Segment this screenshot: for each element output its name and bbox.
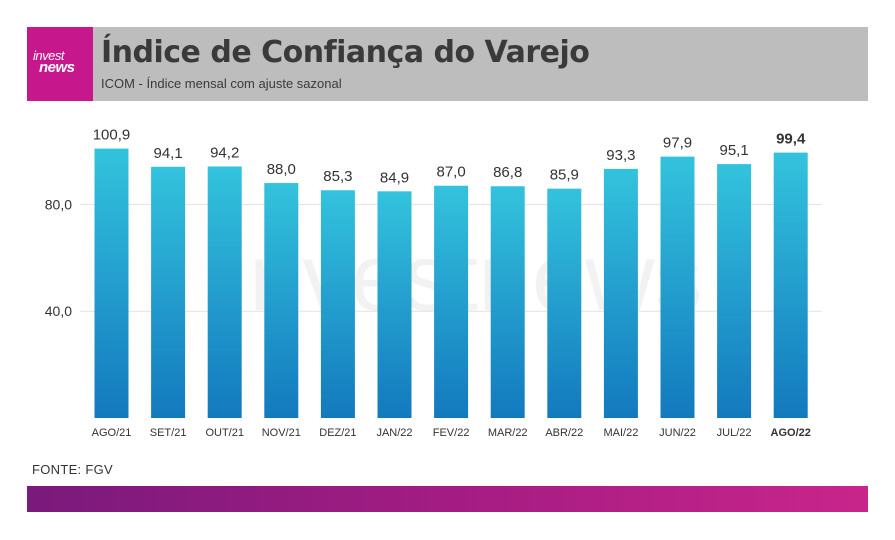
x-tick-label: JUL/22 — [717, 427, 752, 439]
bar — [94, 148, 129, 419]
page-title: Índice de Confiança do Varejo — [101, 35, 590, 70]
bar — [377, 191, 412, 418]
bar — [151, 166, 186, 418]
bar-value-label: 88,0 — [267, 161, 296, 178]
bar — [547, 188, 582, 418]
bar-value-label: 100,9 — [93, 127, 131, 144]
x-tick-label: JAN/22 — [376, 427, 412, 439]
page-subtitle: ICOM - Índice mensal com ajuste sazonal — [101, 76, 342, 91]
bar-value-label: 94,1 — [153, 145, 182, 162]
x-tick-label: ABR/22 — [545, 427, 583, 439]
bar — [660, 156, 695, 418]
bar-value-label: 85,9 — [550, 167, 579, 184]
y-tick-label: 80,0 — [45, 196, 72, 212]
x-tick-label: MAI/22 — [603, 427, 638, 439]
bar — [264, 183, 299, 418]
x-tick-label: AGO/21 — [92, 427, 132, 439]
bars — [94, 148, 808, 419]
bar — [603, 168, 638, 418]
x-tick-label: AGO/22 — [771, 427, 811, 439]
bar — [207, 166, 242, 418]
logo-text-news: news — [39, 59, 75, 76]
footer-gradient-bar — [27, 486, 868, 512]
x-tick-label: NOV/21 — [262, 427, 301, 439]
x-tick-label: FEV/22 — [433, 427, 470, 439]
x-tick-label: DEZ/21 — [319, 427, 356, 439]
value-labels: 100,9 94,1 94,2 88,0 85,3 84,9 87,0 86,8 85,9 93,… — [93, 127, 806, 187]
bar — [434, 185, 469, 418]
bar — [490, 186, 525, 418]
x-tick-label: SET/21 — [150, 427, 187, 439]
logo-text-invest: invest — [33, 48, 64, 63]
bar-value-label: 87,0 — [436, 164, 465, 181]
x-tick-label: JUN/22 — [659, 427, 696, 439]
y-axis-ticks: 40,0 80,0 — [45, 196, 72, 319]
x-tick-label: OUT/21 — [205, 427, 244, 439]
bar-value-label: 85,3 — [323, 168, 352, 185]
source-note: FONTE: FGV — [32, 462, 113, 477]
x-tick-label: MAR/22 — [488, 427, 528, 439]
y-tick-label: 40,0 — [45, 303, 72, 319]
bar-value-label: 94,2 — [210, 144, 239, 161]
bar-value-label: 84,9 — [380, 169, 409, 186]
bar-value-label: 95,1 — [719, 142, 748, 159]
header-banner: invest news Índice de Confiança do Varej… — [27, 27, 868, 101]
bar — [717, 164, 752, 418]
bar-value-label: 93,3 — [606, 147, 635, 164]
bar — [773, 152, 808, 419]
investnews-logo: invest news — [27, 27, 93, 101]
x-axis-ticks: AGO/21 SET/21 OUT/21 NOV/21 DEZ/21 JAN/22 FEV/… — [92, 427, 811, 439]
bar-value-label: 99,4 — [776, 131, 806, 148]
bar-value-label: 86,8 — [493, 164, 522, 181]
bar-value-label: 97,9 — [663, 135, 692, 152]
bar — [320, 190, 355, 418]
